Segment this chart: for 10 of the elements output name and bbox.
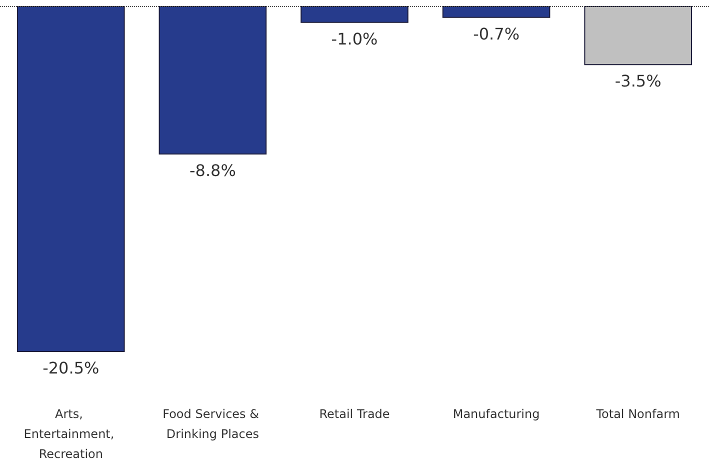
x-tick-label: Retail Trade	[319, 407, 390, 421]
x-tick-label: Arts, Entertainment, Recreation	[24, 407, 118, 461]
x-tick-label: Manufacturing	[452, 407, 540, 421]
data-label: -20.5%	[42, 358, 100, 378]
data-label: -3.5%	[614, 72, 662, 91]
x-tick-label: Total Nonfarm	[595, 407, 680, 421]
data-label: -1.0%	[331, 29, 378, 48]
x-tick-label: Food Services & Drinking Places	[162, 407, 263, 441]
data-label: -0.7%	[473, 24, 520, 44]
data-label: -8.8%	[189, 161, 236, 180]
